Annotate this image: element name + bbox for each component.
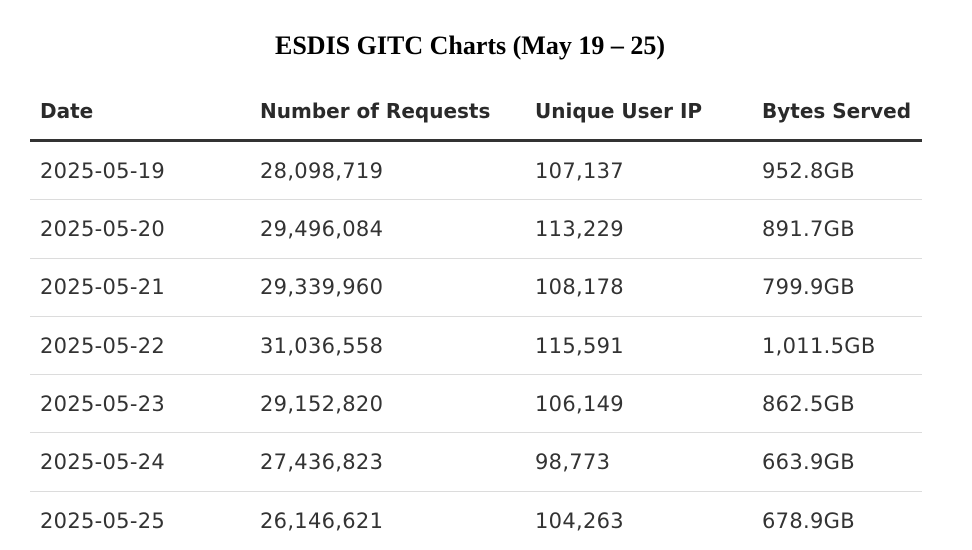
cell-date: 2025-05-25 <box>40 508 166 533</box>
header-unique-user-ip: Unique User IP <box>535 98 703 123</box>
table-row: 2025-05-21 29,339,960 108,178 799.9GB <box>30 259 922 317</box>
header-number-of-requests: Number of Requests <box>260 98 491 123</box>
cell-date: 2025-05-19 <box>40 158 166 183</box>
cell-bytes: 678.9GB <box>762 508 855 533</box>
cell-unique-ip: 106,149 <box>535 391 624 416</box>
cell-unique-ip: 113,229 <box>535 216 624 241</box>
cell-date: 2025-05-20 <box>40 216 166 241</box>
cell-bytes: 891.7GB <box>762 216 855 241</box>
cell-unique-ip: 115,591 <box>535 333 624 358</box>
cell-unique-ip: 108,178 <box>535 275 624 300</box>
cell-requests: 27,436,823 <box>260 450 384 475</box>
cell-date: 2025-05-24 <box>40 450 166 475</box>
cell-unique-ip: 98,773 <box>535 450 611 475</box>
table-header-row: Date Number of Requests Unique User IP B… <box>30 82 922 142</box>
header-date: Date <box>40 98 94 123</box>
header-bytes-served: Bytes Served <box>762 98 912 123</box>
table-row: 2025-05-19 28,098,719 107,137 952.8GB <box>30 142 922 201</box>
cell-requests: 29,339,960 <box>260 275 384 300</box>
stats-table: Date Number of Requests Unique User IP B… <box>30 82 922 550</box>
cell-requests: 31,036,558 <box>260 333 384 358</box>
cell-requests: 29,152,820 <box>260 391 384 416</box>
table-row: 2025-05-25 26,146,621 104,263 678.9GB <box>30 492 922 550</box>
table-row: 2025-05-20 29,496,084 113,229 891.7GB <box>30 200 922 259</box>
cell-unique-ip: 107,137 <box>535 158 624 183</box>
cell-bytes: 1,011.5GB <box>762 333 876 358</box>
table-row: 2025-05-24 27,436,823 98,773 663.9GB <box>30 433 922 492</box>
cell-bytes: 663.9GB <box>762 450 855 475</box>
table-row: 2025-05-23 29,152,820 106,149 862.5GB <box>30 375 922 434</box>
cell-requests: 29,496,084 <box>260 216 384 241</box>
cell-date: 2025-05-23 <box>40 391 166 416</box>
cell-bytes: 952.8GB <box>762 158 855 183</box>
cell-requests: 28,098,719 <box>260 158 384 183</box>
cell-unique-ip: 104,263 <box>535 508 624 533</box>
cell-date: 2025-05-22 <box>40 333 166 358</box>
table-row: 2025-05-22 31,036,558 115,591 1,011.5GB <box>30 317 922 376</box>
cell-date: 2025-05-21 <box>40 275 166 300</box>
page-title: ESDIS GITC Charts (May 19 – 25) <box>274 31 666 60</box>
cell-requests: 26,146,621 <box>260 508 384 533</box>
cell-bytes: 799.9GB <box>762 275 855 300</box>
cell-bytes: 862.5GB <box>762 391 855 416</box>
